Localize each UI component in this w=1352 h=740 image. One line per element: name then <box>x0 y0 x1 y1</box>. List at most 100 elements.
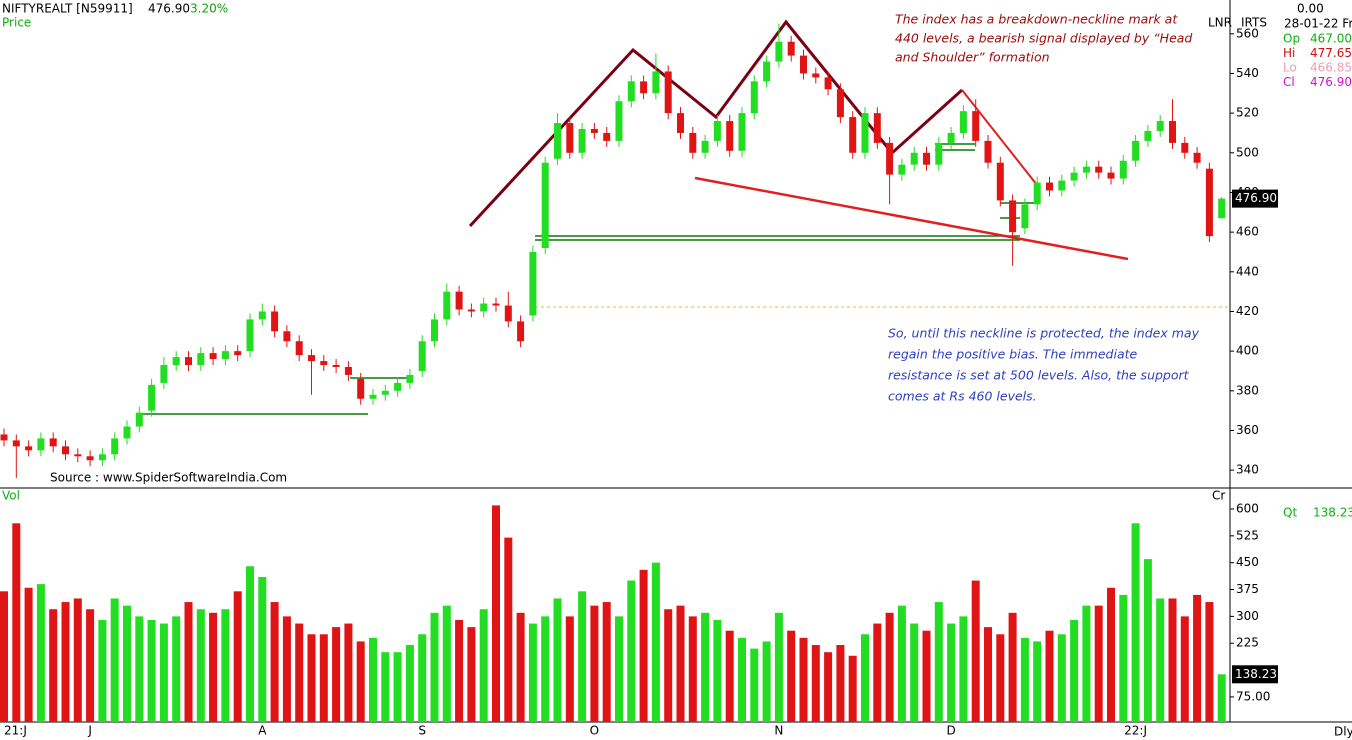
volume-bar <box>615 616 623 722</box>
volume-bar <box>701 612 710 722</box>
x-tick-label: 22:J <box>1124 724 1147 738</box>
volume-bar <box>664 609 673 722</box>
volume-bar <box>430 612 439 722</box>
price-tag-bg <box>1232 189 1278 208</box>
trend-line <box>961 89 1038 186</box>
candle-body <box>443 291 451 320</box>
candle-body <box>172 357 180 366</box>
readout-value: 477.65 <box>1310 46 1352 60</box>
y-tick-label: 500 <box>1236 145 1259 159</box>
annotation: 440 levels, a bearish signal displayed b… <box>895 31 1192 46</box>
neckline <box>694 176 1129 261</box>
volume-bar <box>455 619 464 722</box>
candle-body <box>381 390 389 395</box>
candle-body <box>1156 121 1164 131</box>
candle-body <box>148 384 156 411</box>
volume-bar <box>123 605 131 722</box>
readout-key: Hi <box>1283 46 1295 60</box>
y-tick-label: 400 <box>1236 344 1259 358</box>
candle-body <box>972 111 980 141</box>
readout-key: Op <box>1283 32 1300 46</box>
volume-bar <box>233 591 242 722</box>
candle-body <box>98 454 106 461</box>
volume-bar <box>1008 612 1017 722</box>
candle-body <box>1205 168 1213 237</box>
candle-body <box>554 123 561 159</box>
volume-bar <box>221 609 230 722</box>
x-tick-label: D <box>946 724 955 738</box>
volume-bar <box>1217 674 1226 722</box>
volume-bar <box>1131 523 1140 722</box>
volume-tag-bg <box>1232 665 1278 684</box>
candle-body <box>25 446 33 451</box>
head-shoulders-line <box>468 19 964 228</box>
candle-body <box>332 365 340 368</box>
y-tick-label: 75.00 <box>1236 689 1270 703</box>
candle-body <box>12 440 20 447</box>
volume-bar <box>541 616 550 722</box>
candle-body <box>935 142 943 165</box>
candle-body <box>996 162 1004 201</box>
y-tick-label: 340 <box>1236 463 1259 477</box>
volume-bar <box>651 562 660 722</box>
readout-key: Cl <box>1283 75 1295 89</box>
y-tick-label: 520 <box>1236 106 1259 120</box>
volume-bar <box>676 605 685 722</box>
readout-value: 466.85 <box>1310 61 1352 75</box>
annotation: resistance is set at 500 levels. Also, t… <box>888 368 1190 383</box>
volume-bar <box>147 619 156 722</box>
volume-bar <box>270 602 279 722</box>
volume-bar <box>110 598 119 722</box>
volume-bar <box>172 616 181 722</box>
candle-body <box>283 331 291 342</box>
y-tick-label: 460 <box>1236 225 1259 239</box>
candle-body <box>197 353 205 366</box>
candle-body <box>677 113 684 133</box>
source: Source : www.SpiderSoftwareIndia.Com <box>50 471 287 485</box>
candle-body <box>258 311 266 320</box>
candle-body <box>1082 166 1090 173</box>
candle-body <box>1181 142 1189 153</box>
qt-value: 138.23 <box>1313 506 1352 520</box>
x-tick-label: A <box>258 724 267 738</box>
volume-bar <box>0 591 8 722</box>
candle-body <box>787 41 795 56</box>
volume-bar <box>73 598 82 722</box>
candle-body <box>824 77 832 90</box>
candle-body <box>1046 182 1053 191</box>
candle-body <box>1107 172 1115 179</box>
volume-bar <box>774 612 783 722</box>
y-tick-label: 225 <box>1236 636 1259 650</box>
candle-body <box>1144 130 1152 141</box>
y-tick-label: 440 <box>1236 264 1259 278</box>
candle-body <box>1033 182 1041 205</box>
candle-body <box>1132 140 1140 161</box>
volume-bar <box>725 630 734 722</box>
volume-bar <box>135 616 144 722</box>
volume-bar <box>1180 616 1189 722</box>
volume-bar <box>332 627 341 722</box>
volume-bar <box>1082 605 1091 722</box>
candle-body <box>246 319 254 352</box>
volume-bar <box>61 602 70 722</box>
x-tick-label: 21:J <box>4 724 27 738</box>
volume-bar <box>836 645 845 722</box>
volume-bar <box>356 641 365 722</box>
candle-body <box>566 123 574 153</box>
volume-bar <box>639 569 648 722</box>
x-tick-label: O <box>590 724 599 738</box>
annotation: regain the positive bias. The immediate <box>888 347 1138 362</box>
volume-bar <box>1168 598 1177 722</box>
y-tick-label: 360 <box>1236 423 1259 437</box>
candle-body <box>1058 180 1066 191</box>
volume-bar <box>565 616 574 722</box>
volume-bar <box>1205 602 1214 722</box>
x-tick-label: N <box>774 724 783 738</box>
candle-body <box>1119 160 1127 179</box>
candle-body <box>369 394 377 399</box>
date: 28-01-22 Fri <box>1284 17 1352 31</box>
candle-body <box>689 132 697 153</box>
volume-bar <box>1045 630 1054 722</box>
volume-bar <box>848 655 857 722</box>
panel-label: Price <box>2 16 31 30</box>
